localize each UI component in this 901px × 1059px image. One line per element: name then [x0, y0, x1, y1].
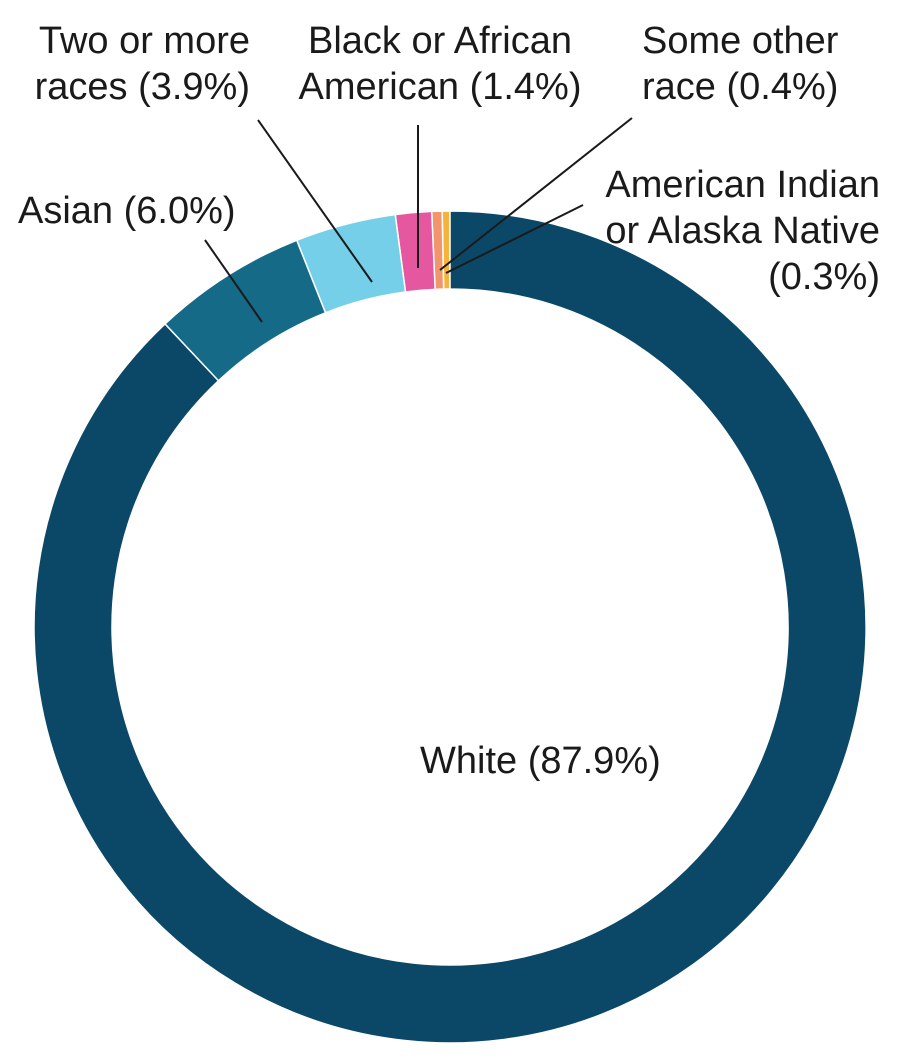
slice-label: Asian (6.0%) — [18, 188, 258, 234]
value-label: (1.4%) — [469, 66, 582, 108]
slice-label: Some other race (0.4%) — [642, 18, 882, 110]
value-label: (0.3%) — [768, 256, 880, 298]
slice-label: White (87.9%) — [420, 738, 720, 784]
leader-line — [445, 204, 584, 274]
leader-lines — [204, 117, 633, 323]
category-label: White — [420, 740, 518, 782]
donut-slice — [295, 213, 407, 314]
leader-line — [439, 117, 633, 271]
slice-label: American Indian or Alaska Native (0.3%) — [600, 162, 880, 300]
value-label: (0.4%) — [726, 66, 839, 108]
donut-slice — [163, 239, 327, 382]
value-label: (3.9%) — [138, 66, 250, 108]
value-label: (6.0%) — [123, 190, 236, 232]
category-label: Some other race — [642, 20, 839, 108]
category-label: Asian — [18, 190, 114, 232]
leader-line — [257, 119, 373, 283]
category-label: Two or more races — [34, 20, 250, 108]
value-label: (87.9%) — [527, 740, 661, 782]
slice-label: Two or more races (3.9%) — [0, 18, 250, 110]
leader-line — [204, 239, 263, 323]
donut-slice — [33, 210, 867, 1044]
slice-label: Black or African American (1.4%) — [285, 18, 595, 110]
category-label: Black or African American — [298, 20, 573, 108]
donut-slice — [394, 210, 436, 293]
category-label: American Indian or Alaska Native — [605, 164, 880, 252]
